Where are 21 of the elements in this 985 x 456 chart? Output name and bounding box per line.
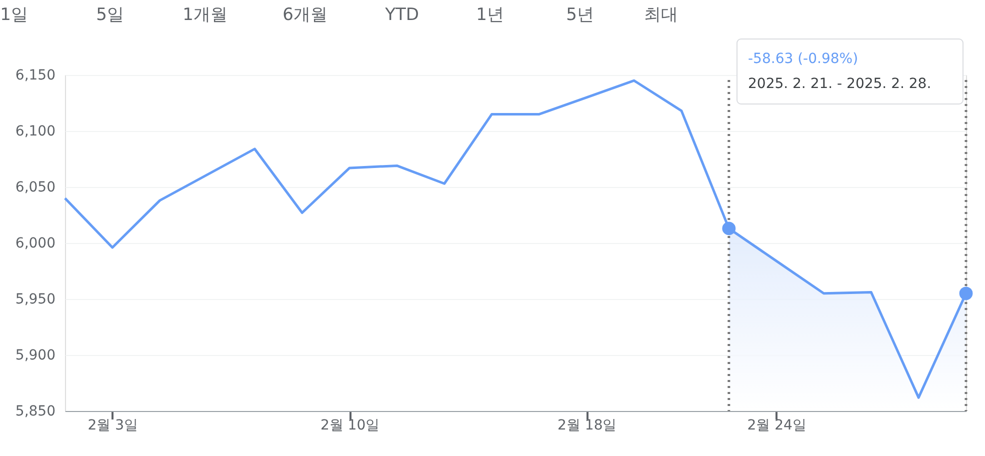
text: YTD bbox=[384, 5, 419, 25]
text: 5일 bbox=[96, 5, 124, 25]
text: 1개월 bbox=[182, 5, 228, 25]
y-tick-label: 5,900 bbox=[15, 348, 56, 364]
y-tick-label: 5,950 bbox=[15, 292, 56, 308]
y-tick-label: 6,150 bbox=[15, 68, 56, 84]
x-tick-label: 2월 24일 bbox=[747, 418, 806, 434]
y-tick-label: 6,000 bbox=[15, 236, 56, 252]
x-tick-label: 2월 18일 bbox=[558, 418, 617, 434]
text: 1일 bbox=[0, 5, 28, 25]
y-tick-label: 6,050 bbox=[15, 180, 56, 196]
text: -58.63 (-0.98%) bbox=[748, 51, 858, 67]
y-tick-label: 5,850 bbox=[15, 404, 56, 420]
annotation: 2025. 2. 21. - 2025. 2. 28. bbox=[748, 76, 932, 92]
x-tick-label: 2월 10일 bbox=[320, 418, 380, 434]
x-tick-label: 2월 3일 bbox=[88, 418, 138, 434]
text: 최대 bbox=[644, 5, 678, 25]
y-tick-label: 6,100 bbox=[15, 124, 56, 140]
text: 6개월 bbox=[282, 5, 328, 25]
text: 1년 bbox=[476, 5, 504, 25]
text: 5년 bbox=[566, 5, 594, 25]
